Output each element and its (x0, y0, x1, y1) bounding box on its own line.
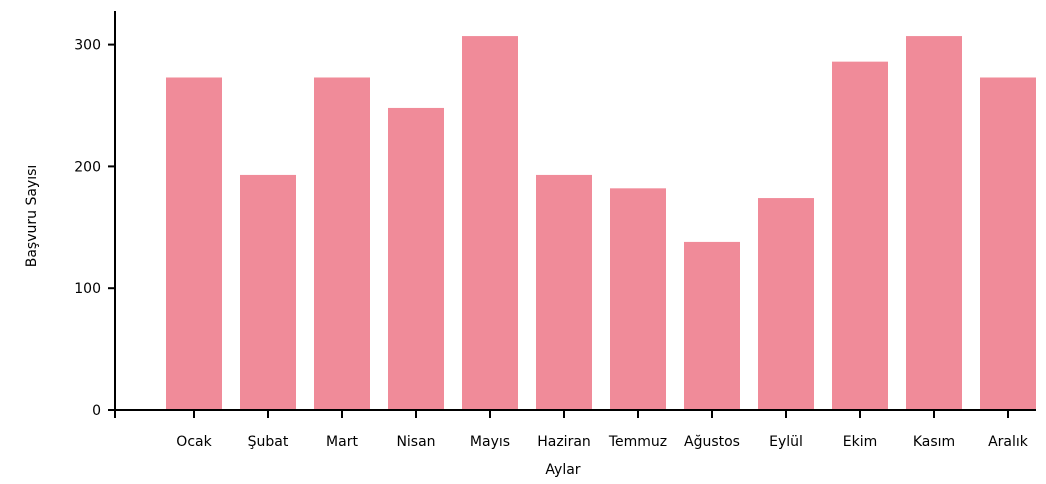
x-axis: Ocak Şubat Mart Nisan Mayıs Haziran Temmuz Ağus… (114, 409, 1036, 450)
x-tick-label: Kasım (913, 434, 955, 450)
x-tick-label: Haziran (537, 434, 591, 450)
x-tick-label: Mayıs (470, 434, 510, 450)
x-tick-label: Ağustos (684, 434, 740, 450)
y-tick-label: 300 (74, 38, 101, 54)
x-tick-label: Eylül (769, 434, 803, 450)
x-tick-label: Aralık (988, 434, 1029, 450)
x-tick-label: Mart (326, 434, 358, 450)
bar-Mart (314, 77, 370, 411)
x-tick-label: Ekim (843, 434, 877, 450)
bar-Ekim (832, 61, 888, 410)
y-ticks: 0 100 200 300 (74, 38, 115, 419)
bar-Kasım (906, 36, 962, 410)
x-tick-label: Temmuz (608, 434, 667, 450)
x-tick-label: Nisan (396, 434, 435, 450)
x-axis-title: Aylar (545, 462, 580, 478)
bar-Ağustos (684, 241, 740, 410)
x-tick-label: Ocak (176, 434, 212, 450)
y-axis: 0 100 200 300 (74, 11, 116, 419)
bar-Eylül (758, 198, 814, 410)
x-ticks: Ocak Şubat Mart Nisan Mayıs Haziran Temmuz Ağus… (114, 410, 1029, 450)
bar-Şubat (240, 174, 296, 410)
bars-group (166, 36, 1036, 411)
bar-Ocak (166, 77, 222, 411)
bar-Temmuz (610, 188, 666, 410)
bar-Mayıs (462, 36, 518, 410)
y-tick-label: 100 (74, 281, 101, 297)
y-tick-label: 0 (92, 403, 101, 419)
x-tick-label: Şubat (248, 434, 289, 450)
bar-Aralık (980, 77, 1036, 411)
y-axis-title: Başvuru Sayısı (24, 165, 40, 268)
bar-Nisan (388, 107, 444, 410)
bar-Haziran (536, 174, 592, 410)
y-tick-label: 200 (74, 159, 101, 175)
